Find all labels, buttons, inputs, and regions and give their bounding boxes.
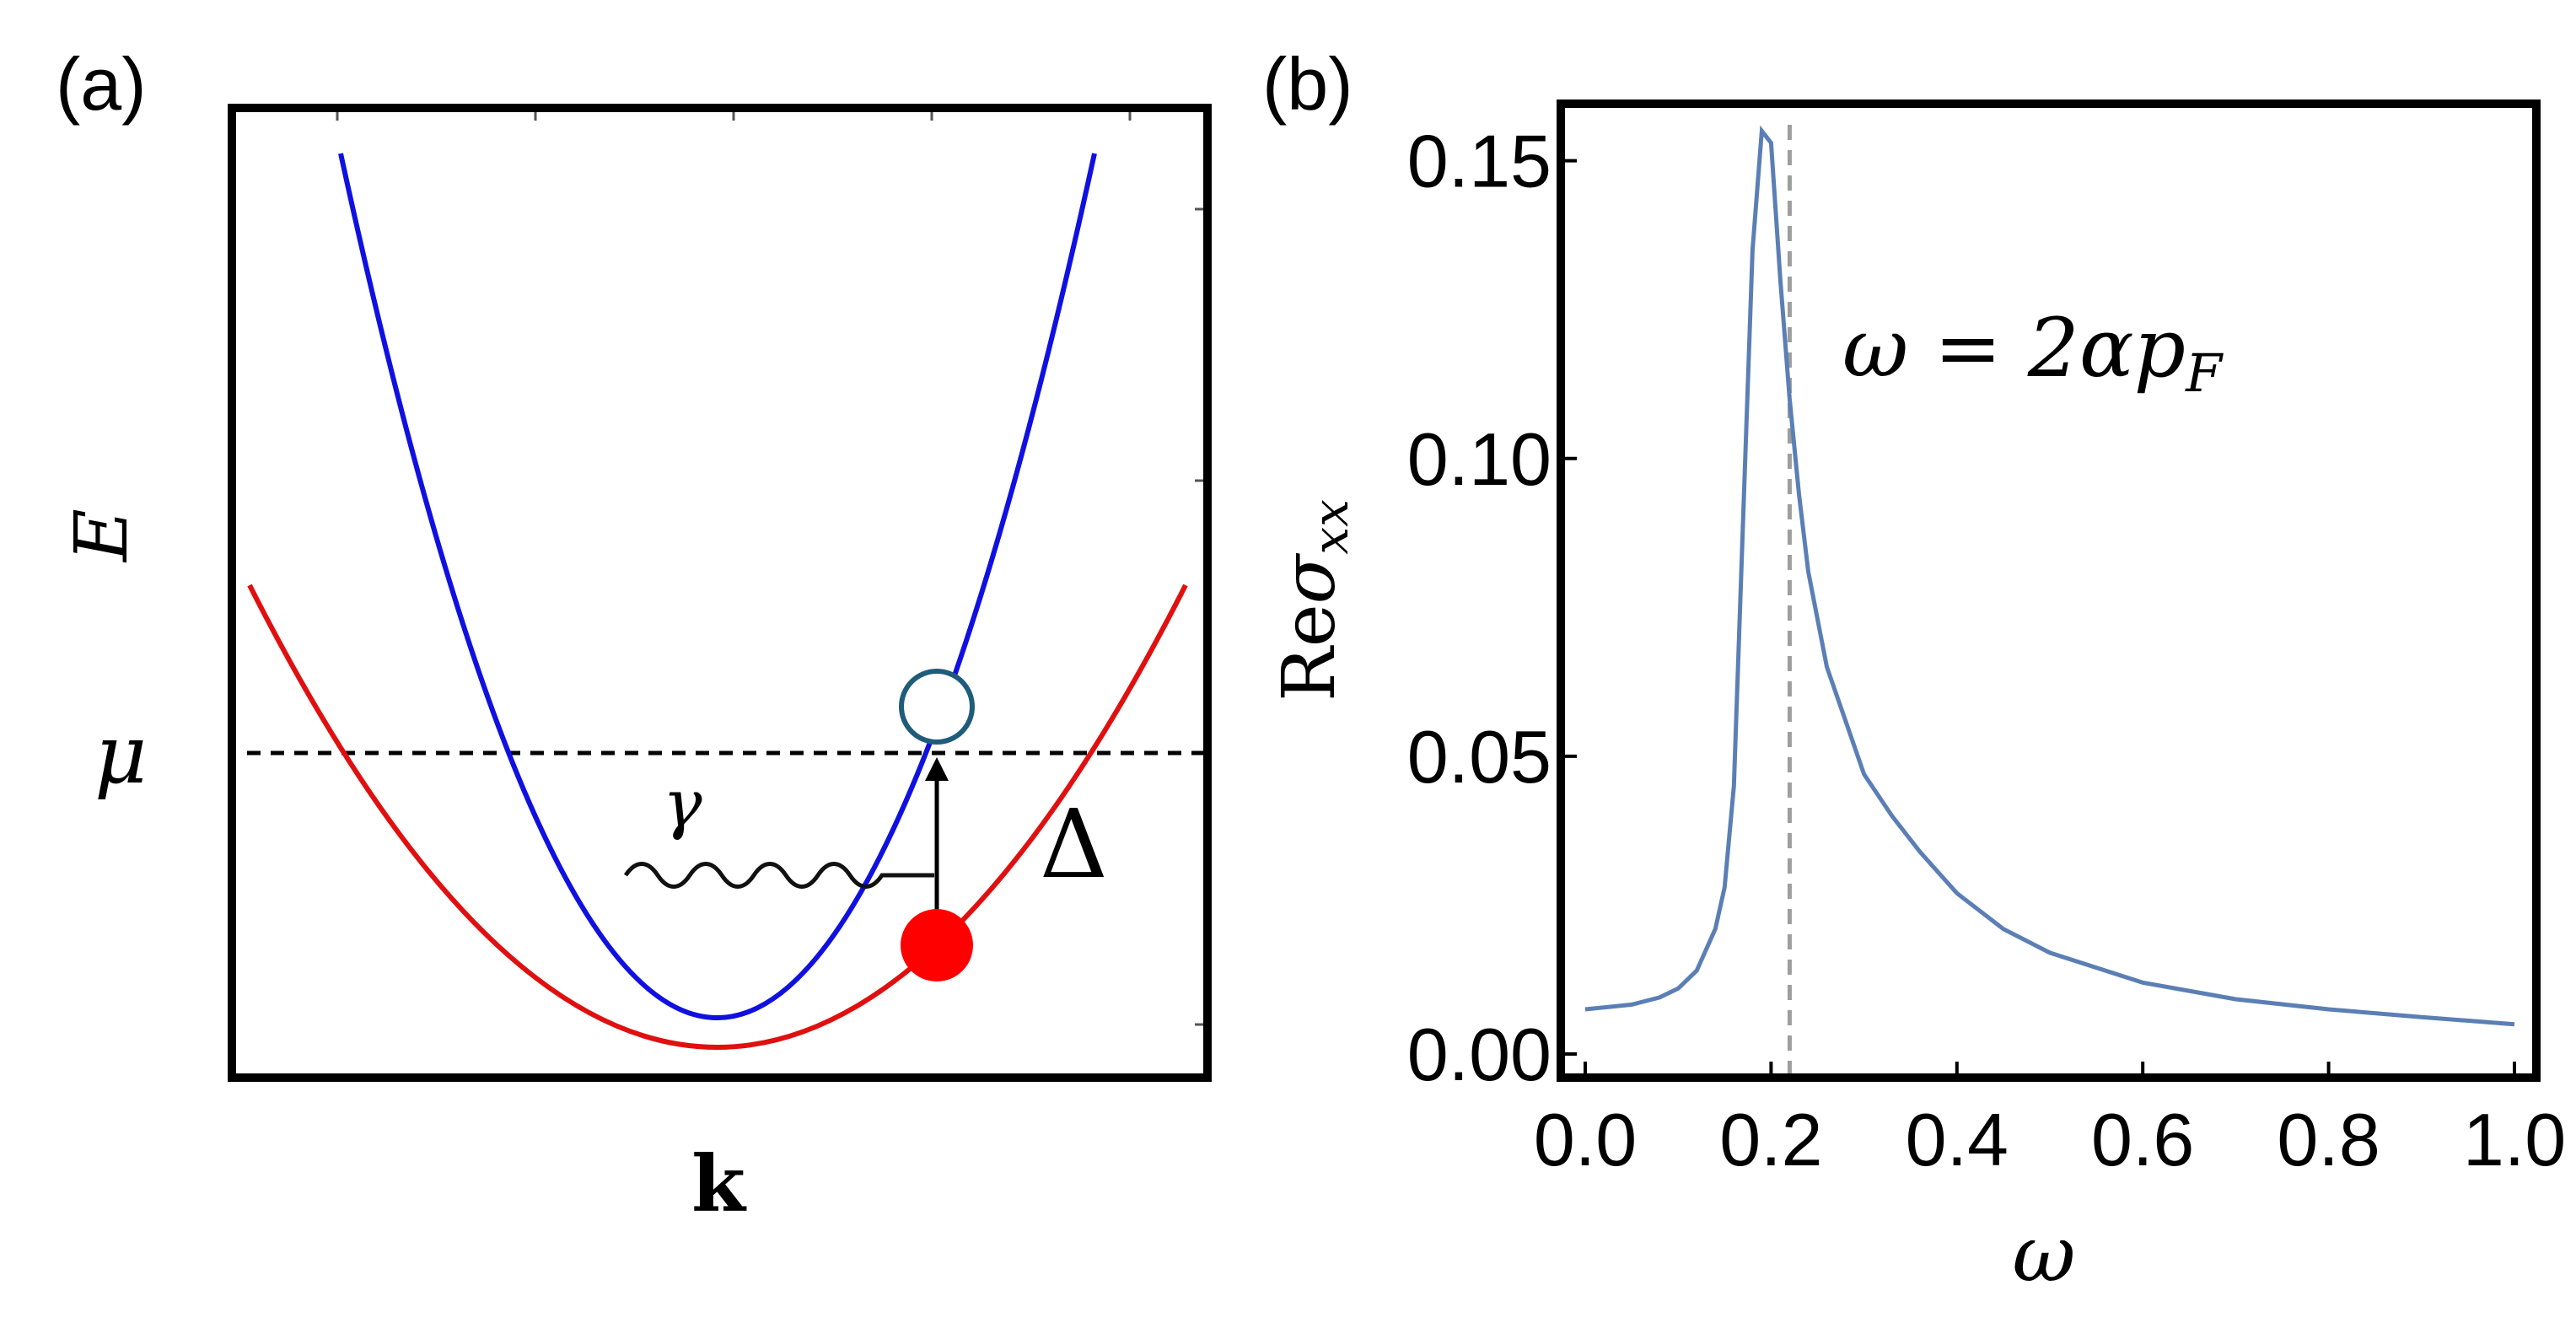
panel-b-tick-labels: 0.0 0.2 0.4 0.6 0.8 1.0 0.00 0.05 0.10 0.15: [1407, 120, 2566, 1181]
hole-circle: [899, 669, 975, 745]
y-tick-label: 0.05: [1407, 715, 1552, 799]
y-tick-label: 0.10: [1407, 417, 1552, 501]
panel-a-frame: [228, 104, 1212, 1082]
x-tick-label: 0.0: [1534, 1098, 1637, 1181]
conductivity-curve: [1584, 125, 2515, 1027]
panel-a-label: (a): [56, 42, 147, 126]
panel-b-label: (b): [1262, 42, 1353, 126]
x-tick-label: 0.2: [1719, 1098, 1822, 1181]
x-tick-label: 1.0: [2463, 1098, 2566, 1181]
resonance-annotation: ω = 2αpF: [1842, 301, 2224, 404]
panel-b-ylabel: Reσxx: [1267, 499, 1359, 702]
panel-b-ticks: [1565, 159, 2516, 1073]
y-tick-label: 0.15: [1407, 120, 1552, 203]
occupied-electron: [901, 909, 973, 981]
lower-band-curve: [247, 584, 1188, 1050]
gap-label: Δ: [1040, 790, 1108, 900]
y-tick-label: 0.00: [1407, 1013, 1552, 1096]
photon-label: γ: [663, 766, 702, 842]
panel-a-xlabel: k: [691, 1138, 747, 1229]
mu-label: μ: [94, 707, 147, 802]
x-tick-label: 0.6: [2091, 1098, 2194, 1181]
x-tick-label: 0.8: [2277, 1098, 2380, 1181]
x-tick-label: 0.4: [1906, 1098, 2009, 1181]
panel-b-frame: [1557, 99, 2541, 1082]
transition-arrow-head: [925, 757, 949, 781]
upper-band-curve: [338, 153, 1097, 1020]
photon-wavy-line: [623, 862, 934, 889]
panel-a-ylabel: E: [60, 508, 144, 563]
panel-b-xlabel: ω: [2012, 1209, 2075, 1299]
